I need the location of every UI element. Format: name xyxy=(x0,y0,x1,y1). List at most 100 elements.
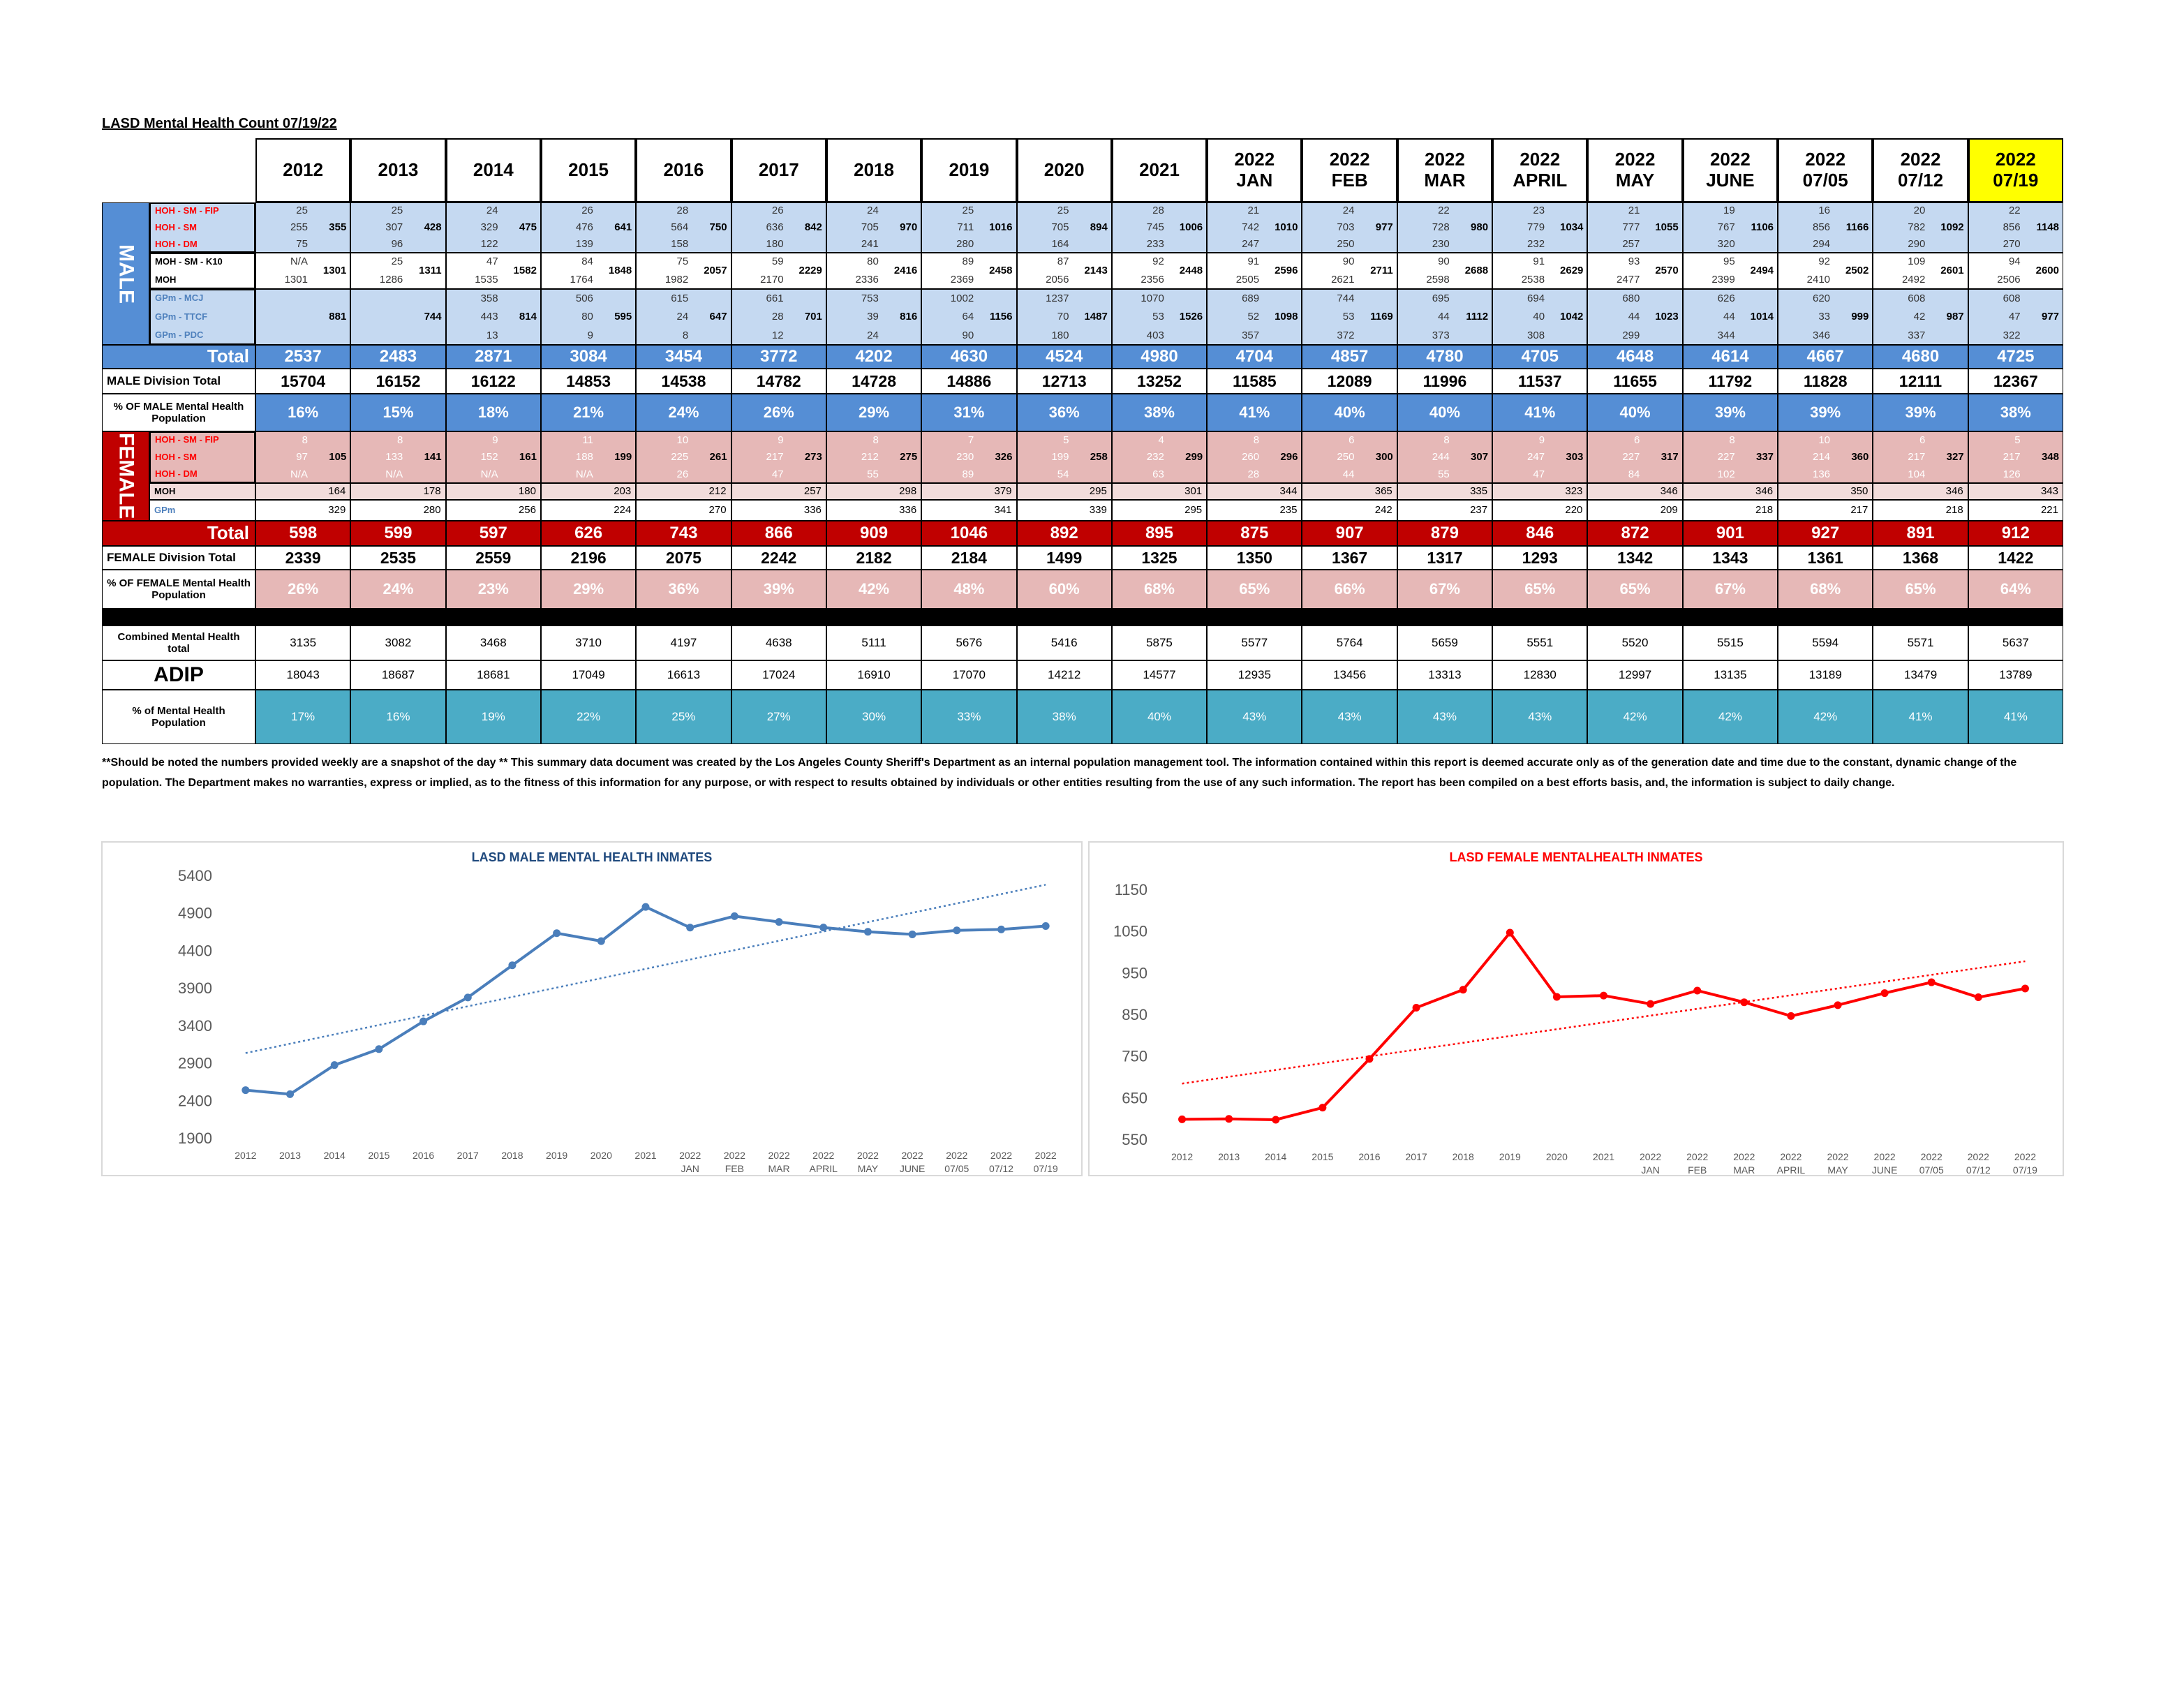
data-point xyxy=(997,925,1005,933)
row-label: FEMALE Division Total xyxy=(102,546,255,570)
cell-value: 24 xyxy=(1342,205,1355,217)
cell-value: 21 xyxy=(1628,205,1640,217)
cell-value: 44 xyxy=(1342,468,1355,481)
cell-value: 217 xyxy=(1908,451,1926,464)
subtotal: 2570 xyxy=(1655,265,1679,277)
cell: 30% xyxy=(826,690,922,744)
cell-group xyxy=(1873,253,1968,289)
cell-group xyxy=(1111,202,1208,253)
section-label: FEMALE xyxy=(102,431,149,521)
x-tick-label: 2021 xyxy=(634,1150,656,1161)
cell-value: 2505 xyxy=(1235,274,1260,286)
cell-group xyxy=(826,289,922,345)
x-tick-label: APRIL xyxy=(810,1163,838,1174)
cell: 40% xyxy=(1587,394,1683,431)
cell: 209 xyxy=(1587,500,1683,521)
cell-value: 506 xyxy=(575,292,593,304)
cell-value: 227 xyxy=(1622,451,1640,464)
y-tick-label: 2900 xyxy=(178,1055,212,1072)
cell-value: 2056 xyxy=(1046,274,1069,286)
cell-value: 8 xyxy=(1729,434,1735,446)
cell-value: 357 xyxy=(1242,330,1260,342)
subtotal: 2057 xyxy=(704,265,727,277)
y-tick-label: 1150 xyxy=(1115,881,1147,898)
cell-value: N/A xyxy=(575,468,593,481)
cell: 4857 xyxy=(1302,345,1397,369)
cell-value: 40 xyxy=(1533,311,1545,323)
cell: 866 xyxy=(731,521,826,546)
cell: 14886 xyxy=(921,369,1017,394)
cell-value: 91 xyxy=(1247,256,1260,268)
column-header-line: 2020 xyxy=(1043,159,1085,181)
column-header: 2017 xyxy=(731,138,826,202)
cell-group xyxy=(731,289,826,345)
cell-value: 257 xyxy=(1622,238,1640,251)
cell-value: 97 xyxy=(296,451,308,464)
separator-bar xyxy=(102,609,2063,625)
subtotal: 428 xyxy=(424,221,442,234)
cell-group xyxy=(1397,202,1493,253)
cell: 599 xyxy=(350,521,446,546)
cell-value: 290 xyxy=(1908,238,1926,251)
x-tick-label: FEB xyxy=(1688,1164,1707,1176)
x-tick-label: 2014 xyxy=(324,1150,346,1161)
cell-group xyxy=(1968,253,2063,289)
subtotal: 2416 xyxy=(893,265,918,277)
cell: 1293 xyxy=(1492,546,1588,570)
cell: 42% xyxy=(1682,690,1778,744)
x-tick-label: 2018 xyxy=(1453,1151,1474,1162)
subtotal: 273 xyxy=(804,451,822,464)
cell-value: 59 xyxy=(771,256,784,268)
cell-value: 6 xyxy=(1349,434,1355,446)
cell-value: 42 xyxy=(1913,311,1926,323)
cell-group xyxy=(636,289,731,345)
cell: 66% xyxy=(1302,570,1397,609)
cell-value: 22 xyxy=(1438,205,1450,217)
data-point xyxy=(1974,993,1982,1002)
cell: 24% xyxy=(350,570,446,609)
x-tick-label: 2019 xyxy=(1499,1151,1521,1162)
cell-value: 230 xyxy=(956,451,974,464)
cell: 4705 xyxy=(1492,345,1588,369)
cell: 224 xyxy=(540,500,637,521)
cell-value: 329 xyxy=(480,221,498,234)
cell-value: 346 xyxy=(1812,330,1831,342)
cell-value: 626 xyxy=(1717,292,1735,304)
subtotal: 2600 xyxy=(2035,265,2059,277)
subtotal: 258 xyxy=(1090,451,1108,464)
column-header-line: 07/12 xyxy=(1897,170,1944,191)
cell-value: 152 xyxy=(480,451,498,464)
disclaimer-note: **Should be noted the numbers provided w… xyxy=(102,757,2017,789)
cell: 5520 xyxy=(1587,625,1683,660)
cell: 5594 xyxy=(1778,625,1873,660)
cell: 875 xyxy=(1207,521,1302,546)
cell: 11655 xyxy=(1587,369,1683,394)
cell: 346 xyxy=(1873,483,1968,500)
column-header: 2022 APRIL xyxy=(1492,138,1588,202)
cell-group xyxy=(1968,431,2063,483)
cell-value: 8 xyxy=(1253,434,1260,446)
cell-group xyxy=(1207,202,1302,253)
subtotal: 980 xyxy=(1471,221,1489,234)
cell: 25% xyxy=(636,690,731,744)
cell-value: 55 xyxy=(1438,468,1450,481)
cell: 5571 xyxy=(1873,625,1968,660)
group-frame xyxy=(149,431,255,483)
column-header-line: 2022 xyxy=(1805,149,1846,170)
cell: 180 xyxy=(445,483,541,500)
cell-value: 608 xyxy=(2003,292,2021,304)
cell-value: 777 xyxy=(1622,221,1640,234)
cell-group xyxy=(921,202,1017,253)
x-tick-label: JUNE xyxy=(900,1163,926,1174)
cell: 339 xyxy=(1016,500,1112,521)
data-point xyxy=(730,912,738,920)
cell: 350 xyxy=(1778,483,1873,500)
cell: 335 xyxy=(1397,483,1493,500)
cell-value: 1535 xyxy=(475,274,498,286)
cell-value: 232 xyxy=(1146,451,1164,464)
cell-value: 28 xyxy=(771,311,784,323)
cell-value: 44 xyxy=(1723,311,1735,323)
x-tick-label: 2018 xyxy=(501,1150,523,1161)
cell-value: 711 xyxy=(957,221,974,234)
